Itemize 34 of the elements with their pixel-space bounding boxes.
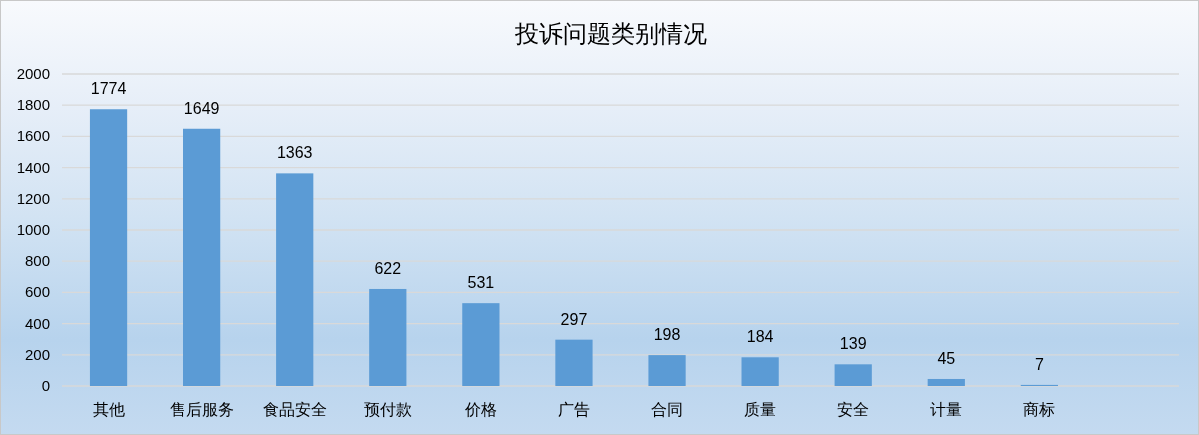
data-label: 139 — [839, 335, 867, 353]
x-tick-label: 合同 — [651, 401, 684, 418]
y-tick-label: 2000 — [16, 65, 50, 82]
data-label: 1363 — [276, 144, 313, 162]
data-label: 531 — [467, 274, 495, 292]
x-tick-label: 售后服务 — [169, 401, 234, 418]
y-tick-label: 1400 — [16, 158, 50, 176]
data-label: 622 — [374, 259, 402, 277]
x-tick-label: 质量 — [744, 401, 777, 418]
data-label: 184 — [746, 328, 774, 346]
x-tick-label: 商标 — [1023, 401, 1056, 418]
y-tick-label: 1800 — [16, 96, 50, 114]
x-tick-label: 价格 — [463, 401, 497, 418]
chart-title: 投诉问题类别情况 — [513, 21, 707, 47]
y-tick-label: 1000 — [16, 221, 50, 238]
y-tick-label: 600 — [24, 283, 50, 301]
y-tick-label: 1600 — [16, 127, 50, 145]
y-tick-label: 800 — [24, 252, 50, 270]
data-label: 297 — [560, 310, 588, 328]
y-tick-label: 200 — [24, 345, 50, 363]
x-tick-label: 食品安全 — [262, 401, 327, 418]
x-tick-label: 预付款 — [363, 401, 412, 418]
data-label: 45 — [937, 349, 956, 367]
data-label: 1774 — [90, 80, 127, 98]
data-label: 7 — [1034, 355, 1044, 373]
x-tick-label: 广告 — [557, 401, 590, 418]
x-tick-label: 安全 — [837, 401, 870, 418]
data-label: 198 — [653, 326, 681, 344]
x-tick-label: 计量 — [930, 401, 963, 418]
y-tick-label: 400 — [24, 314, 50, 332]
y-tick-label: 0 — [41, 377, 50, 394]
x-tick-label: 其他 — [92, 401, 125, 418]
data-label: 1649 — [183, 99, 220, 117]
y-tick-label: 1200 — [16, 189, 50, 207]
